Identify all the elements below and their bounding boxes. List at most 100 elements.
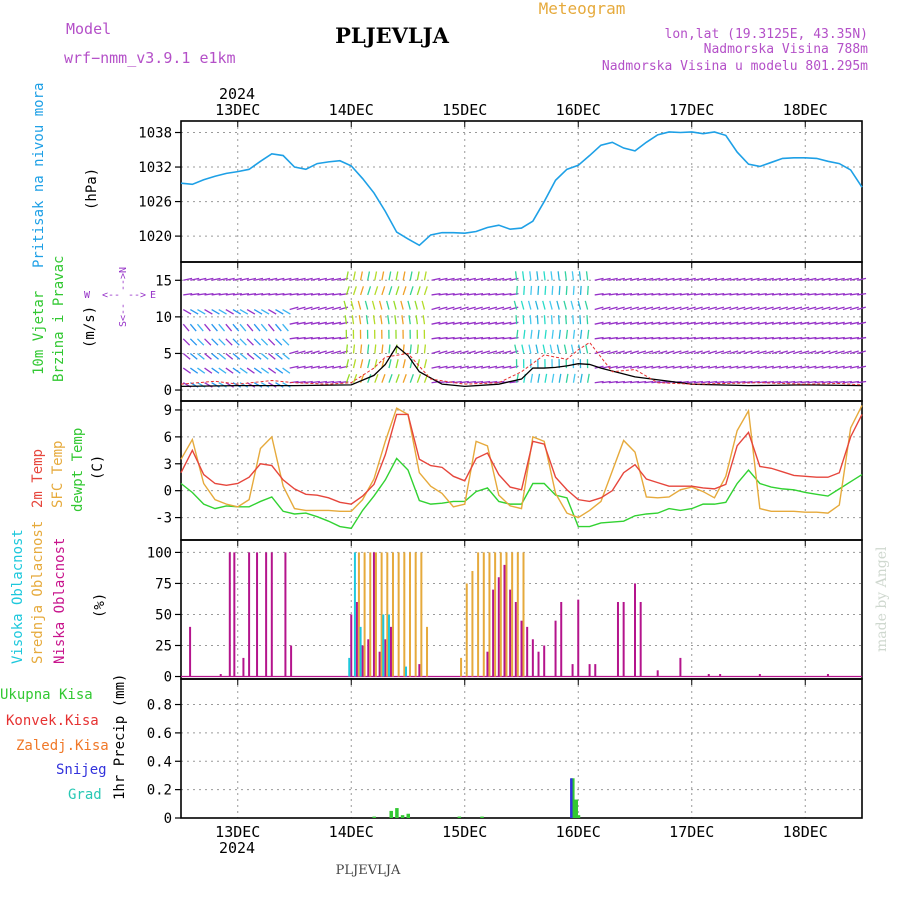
wind-frame — [180, 261, 863, 402]
wind-arrow — [572, 329, 576, 339]
wind-arrow — [736, 336, 746, 340]
wind-arrow — [550, 315, 553, 325]
wind-arrow — [254, 293, 264, 296]
wind-arrow — [261, 277, 271, 281]
wind-arrow — [743, 380, 753, 384]
wind-arrow — [800, 336, 810, 340]
wind-arrow — [395, 374, 400, 383]
wind-arrow — [409, 271, 413, 281]
wind-arrow — [268, 308, 277, 315]
wind-arrow — [615, 365, 625, 369]
wind-arrow — [842, 321, 852, 325]
wind-arrow — [630, 321, 640, 325]
wind-arrow — [651, 350, 661, 355]
wind-arrow — [317, 365, 327, 369]
wind-arrow — [254, 277, 264, 281]
wind-arrow — [793, 336, 803, 340]
wind-arrow — [793, 365, 803, 369]
wind-arrow — [585, 271, 589, 281]
wind-arrow — [577, 300, 582, 310]
wind-arrow — [537, 373, 541, 383]
wind-arrow — [708, 350, 718, 355]
wind-arrow — [352, 271, 356, 281]
wind-arrow — [523, 285, 526, 295]
wind-arrow — [197, 367, 206, 374]
wind-arrow — [779, 380, 789, 384]
wind-arrow — [495, 277, 505, 281]
wind-arrow — [586, 373, 590, 383]
wind-arrow — [481, 336, 491, 340]
wind-arrow — [395, 271, 399, 281]
y-tick-label: 100 — [147, 545, 172, 561]
wind-arrow — [182, 323, 190, 332]
precip-legend-frz: Zaledj.Kisa — [16, 738, 109, 754]
wind-arrow — [715, 336, 725, 340]
y-tick-label: 25 — [155, 638, 172, 654]
wind-arrow — [814, 365, 824, 369]
wind-arrow — [771, 380, 782, 384]
wind-arrow — [303, 365, 313, 369]
wind-arrow — [232, 293, 242, 296]
wind-arrow — [325, 293, 335, 296]
wind-arrow — [686, 321, 696, 325]
wind-arrow — [218, 293, 228, 296]
temperature-panel: -3 0 3 6 9 — [155, 400, 863, 541]
wind-arrow — [750, 277, 760, 281]
wind-arrow — [445, 350, 455, 355]
wind-arrow — [204, 352, 212, 360]
wind-arrow — [516, 373, 519, 383]
wind-arrow — [359, 344, 363, 354]
wind-arrow — [438, 336, 448, 340]
wind-arrow — [296, 365, 306, 369]
wind-arrow — [296, 277, 306, 281]
wind-arrow — [515, 315, 518, 325]
precip-frame — [180, 678, 863, 819]
wind-arrow — [260, 323, 268, 332]
wind-arrow — [764, 336, 774, 340]
lonlat-label: lon,lat (19.3125E, 43.35N) — [665, 27, 869, 42]
wind-arrow — [218, 382, 227, 388]
wind-arrow — [414, 300, 418, 310]
wind-arrow — [601, 306, 611, 311]
wind-arrow — [317, 321, 327, 325]
footer-station: PLJEVLJA — [336, 863, 401, 878]
wind-arrow — [757, 336, 767, 340]
wind-arrow — [196, 338, 205, 346]
wind-arrow — [246, 367, 255, 374]
wind-arrow — [332, 321, 342, 325]
wind-arrow — [629, 306, 640, 311]
wind-arrow — [218, 308, 227, 315]
wind-arrow — [303, 277, 313, 281]
wind-arrow — [528, 344, 532, 354]
wind-arrow — [466, 306, 476, 311]
precip-bar-total — [480, 816, 484, 818]
wind-arrow — [814, 380, 824, 384]
wind-arrow — [771, 365, 781, 369]
wind-arrow — [317, 293, 328, 296]
wind-arrow — [438, 306, 448, 311]
precip-bar-total — [574, 799, 578, 818]
wind-arrow — [374, 344, 377, 354]
wind-arrow — [239, 352, 248, 360]
wind-arrow — [502, 336, 512, 340]
wind-arrow — [786, 277, 796, 281]
wind-arrow — [708, 293, 718, 296]
wind-arrow — [708, 321, 718, 325]
wind-arrow — [459, 350, 469, 355]
compass-n: N — [118, 267, 129, 273]
wind-arrow — [601, 350, 611, 355]
wind-arrow — [637, 293, 647, 296]
wind-arrow — [289, 321, 299, 325]
wind-arrow — [359, 286, 365, 296]
wind-arrow — [786, 350, 796, 355]
wind-arrow — [771, 277, 781, 281]
wind-arrow — [388, 374, 393, 383]
wind-arrow — [786, 365, 796, 369]
wind-arrow — [317, 277, 327, 281]
wind-arrow — [324, 350, 334, 355]
wind-arrow — [452, 321, 462, 325]
wind-arrow — [729, 365, 739, 369]
y-tick-label: 1038 — [138, 126, 172, 142]
wind-arrow — [296, 306, 306, 311]
wind-arrow — [204, 308, 213, 315]
